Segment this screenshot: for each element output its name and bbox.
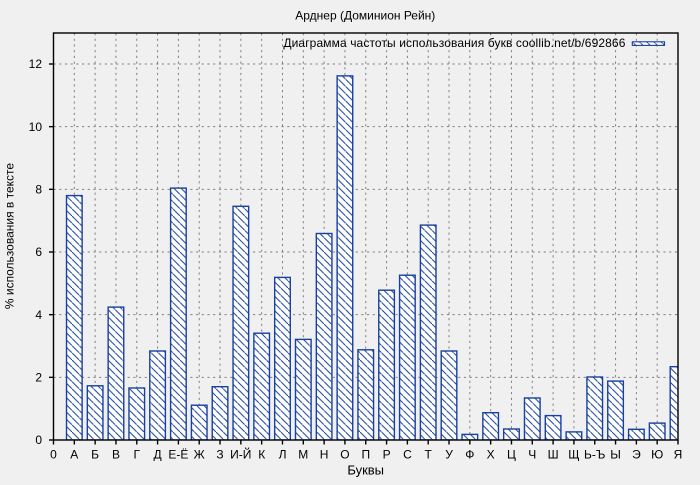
svg-text:Д: Д xyxy=(154,448,162,462)
svg-text:Г: Г xyxy=(134,448,141,462)
svg-text:Я: Я xyxy=(674,448,683,462)
svg-text:Ш: Ш xyxy=(548,448,559,462)
svg-text:К: К xyxy=(258,448,265,462)
svg-text:Х: Х xyxy=(487,448,495,462)
svg-text:Ф: Ф xyxy=(465,448,474,462)
svg-text:Л: Л xyxy=(279,448,287,462)
svg-text:4: 4 xyxy=(35,308,42,322)
svg-text:Ь-Ъ: Ь-Ъ xyxy=(584,448,605,462)
svg-text:% использования в тексте: % использования в тексте xyxy=(2,163,16,309)
svg-text:Ю: Ю xyxy=(651,448,663,462)
svg-text:0: 0 xyxy=(50,448,57,462)
svg-text:10: 10 xyxy=(29,120,43,134)
svg-text:12: 12 xyxy=(29,57,43,71)
svg-text:6: 6 xyxy=(35,245,42,259)
svg-text:В: В xyxy=(112,448,120,462)
svg-text:М: М xyxy=(298,448,308,462)
svg-text:А: А xyxy=(70,448,78,462)
svg-text:Ц: Ц xyxy=(507,448,516,462)
svg-text:Ч: Ч xyxy=(528,448,536,462)
svg-text:8: 8 xyxy=(35,182,42,196)
svg-text:П: П xyxy=(361,448,370,462)
svg-text:У: У xyxy=(445,448,453,462)
svg-text:Е-Ё: Е-Ё xyxy=(168,448,188,462)
svg-text:Р: Р xyxy=(383,448,391,462)
svg-text:Щ: Щ xyxy=(568,448,579,462)
svg-text:И-Й: И-Й xyxy=(230,447,251,462)
svg-text:З: З xyxy=(216,448,223,462)
svg-text:2: 2 xyxy=(35,370,42,384)
svg-text:Буквы: Буквы xyxy=(347,462,384,477)
svg-text:Н: Н xyxy=(320,448,329,462)
svg-text:Диаграмма частоты использовани: Диаграмма частоты использования букв coo… xyxy=(283,36,625,50)
svg-text:0: 0 xyxy=(35,433,42,447)
svg-text:Б: Б xyxy=(91,448,99,462)
svg-text:Т: Т xyxy=(425,448,433,462)
svg-text:Ж: Ж xyxy=(194,448,205,462)
svg-text:Ы: Ы xyxy=(610,448,621,462)
svg-text:О: О xyxy=(340,448,349,462)
svg-text:Э: Э xyxy=(632,448,641,462)
svg-text:С: С xyxy=(403,448,412,462)
svg-text:Арднер (Доминион Рейн): Арднер (Доминион Рейн) xyxy=(295,8,435,22)
